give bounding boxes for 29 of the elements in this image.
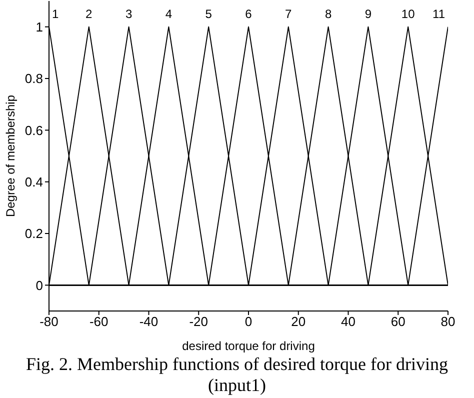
series-label: 2 — [86, 6, 93, 21]
x-tick-label: 80 — [440, 314, 456, 330]
series-label: 1 — [52, 6, 59, 21]
series-label: 11 — [432, 6, 446, 21]
y-tick-label: 0.2 — [24, 226, 43, 242]
caption: Fig. 2. Membership functions of desired torque for driving (input1) — [25, 354, 449, 396]
y-tick-label: 0 — [36, 278, 43, 293]
x-tick-label: 60 — [390, 314, 406, 330]
series-label: 6 — [245, 6, 252, 21]
y-tick-label: 0.6 — [24, 122, 43, 138]
x-tick-label: 40 — [341, 314, 356, 330]
series-label: 7 — [285, 6, 292, 21]
x-tick-label: 20 — [291, 314, 306, 330]
x-axis-title: desired torque for driving — [182, 339, 315, 353]
y-tick-label: 0.8 — [24, 71, 43, 86]
series-label: 4 — [165, 6, 172, 21]
series-label: 9 — [364, 6, 372, 21]
series-label: 10 — [401, 6, 416, 21]
x-tick-label: -40 — [139, 314, 158, 330]
x-tick-label: -60 — [89, 314, 108, 330]
x-tick-label: 0 — [244, 314, 252, 330]
series-label: 5 — [205, 6, 212, 21]
series-label: 3 — [125, 6, 132, 21]
y-axis-title: Degree of membership — [3, 94, 18, 218]
x-tick-label: -20 — [189, 314, 208, 330]
y-tick-label: 0.4 — [24, 174, 43, 190]
series-label: 8 — [324, 6, 332, 21]
y-tick-label: 1 — [36, 19, 43, 34]
x-tick-label: -80 — [40, 314, 58, 330]
